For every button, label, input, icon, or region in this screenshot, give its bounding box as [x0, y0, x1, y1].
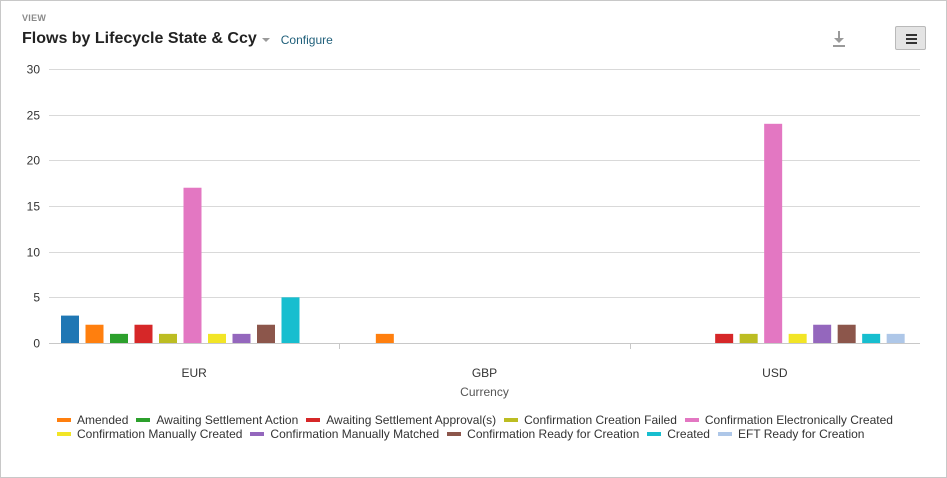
- legend-label: Awaiting Settlement Action: [156, 413, 299, 427]
- legend-item[interactable]: Confirmation Electronically Created: [684, 413, 893, 427]
- legend-label: Confirmation Manually Matched: [270, 427, 440, 441]
- legend-label: EFT Ready for Creation: [737, 427, 865, 441]
- bar-eur-9[interactable]: [281, 297, 300, 343]
- legend-label: Confirmation Electronically Created: [704, 413, 893, 427]
- bar-eur-5[interactable]: [183, 187, 202, 343]
- legend-label: Created: [667, 427, 710, 441]
- bar-eur-3[interactable]: [134, 324, 153, 343]
- menu-bar: [906, 34, 917, 36]
- legend-item[interactable]: Confirmation Creation Failed: [504, 413, 677, 427]
- x-axis-title: Currency: [460, 385, 509, 399]
- bar-eur-4[interactable]: [159, 333, 177, 343]
- menu-bar: [906, 38, 917, 40]
- legend-label: Confirmation Manually Created: [77, 427, 243, 441]
- legend-row: Confirmation Manually Created Confirmatio…: [57, 427, 917, 441]
- legend-swatch: [57, 418, 71, 422]
- legend-swatch: [684, 418, 699, 422]
- y-tick-label: 20: [27, 154, 41, 168]
- bar-eur-7[interactable]: [232, 333, 251, 343]
- y-tick-label: 10: [27, 246, 41, 260]
- caret-down-icon[interactable]: [261, 38, 270, 42]
- y-tick-label: 0: [33, 337, 40, 351]
- legend-item[interactable]: Awaiting Settlement Approval(s): [306, 413, 496, 427]
- bar-gbp-1[interactable]: [375, 333, 394, 343]
- legend-swatch: [250, 432, 265, 436]
- legend-item[interactable]: Amended: [57, 413, 128, 427]
- x-tick-label: GBP: [472, 366, 497, 380]
- legend-item[interactable]: Created: [647, 427, 710, 441]
- y-tick-label: 15: [27, 200, 41, 214]
- legend-swatch: [504, 418, 519, 422]
- legend-label: Confirmation Ready for Creation: [467, 427, 640, 441]
- bar-chart: 0 5 10 15 20 25 30 EUR GBP USD Currency: [27, 63, 920, 399]
- bar-usd-6[interactable]: [788, 333, 807, 343]
- chart-legend: Amended Awaiting Settlement Action Awaitin…: [57, 413, 917, 441]
- bar-eur-0[interactable]: [61, 315, 79, 343]
- download-icon-glyph: [833, 31, 845, 47]
- legend-swatch: [447, 432, 462, 436]
- legend-row: Amended Awaiting Settlement Action Awaitin…: [57, 413, 917, 427]
- y-tick-label: 30: [27, 63, 41, 77]
- legend-item[interactable]: Confirmation Ready for Creation: [447, 427, 639, 441]
- x-tick-label: USD: [762, 366, 788, 380]
- bar-eur-6[interactable]: [208, 333, 226, 343]
- legend-item[interactable]: Confirmation Manually Matched: [250, 427, 439, 441]
- y-tick-label: 5: [33, 291, 40, 305]
- bar-eur-8[interactable]: [257, 324, 275, 343]
- download-icon[interactable]: [829, 28, 849, 50]
- legend-swatch: [136, 418, 151, 422]
- legend-label: Awaiting Settlement Approval(s): [326, 413, 497, 427]
- bar-usd-8[interactable]: [837, 324, 856, 343]
- bar-usd-9[interactable]: [862, 333, 881, 343]
- y-axis: 0 5 10 15 20 25 30: [27, 63, 41, 351]
- gridlines: [49, 69, 920, 344]
- legend-swatch: [306, 418, 321, 422]
- legend-item[interactable]: Awaiting Settlement Action: [136, 413, 298, 427]
- bar-usd-4[interactable]: [739, 333, 758, 343]
- x-tick-label: EUR: [181, 366, 207, 380]
- legend-swatch: [57, 432, 71, 436]
- bar-eur-1[interactable]: [85, 324, 104, 343]
- view-label: VIEW: [22, 13, 47, 23]
- menu-bar: [906, 42, 917, 44]
- view-title: Flows by Lifecycle State & Ccy: [22, 30, 257, 47]
- bar-usd-10[interactable]: [886, 333, 905, 343]
- title-row: Flows by Lifecycle State & Ccy Configure: [22, 30, 333, 48]
- legend-item[interactable]: EFT Ready for Creation: [717, 427, 865, 441]
- legend-swatch: [717, 432, 732, 436]
- configure-link[interactable]: Configure: [280, 33, 333, 47]
- bar-usd-3[interactable]: [715, 333, 734, 343]
- legend-item[interactable]: Confirmation Manually Created: [57, 427, 242, 441]
- bars: [61, 123, 905, 343]
- bar-usd-5[interactable]: [764, 123, 783, 343]
- x-axis: EUR GBP USD: [181, 343, 788, 380]
- legend-label: Amended: [77, 413, 129, 427]
- bar-usd-7[interactable]: [813, 324, 832, 343]
- hamburger-menu-icon[interactable]: [895, 26, 926, 50]
- y-tick-label: 25: [27, 109, 41, 123]
- bar-eur-2[interactable]: [110, 333, 128, 343]
- legend-label: Confirmation Creation Failed: [524, 413, 677, 427]
- legend-swatch: [647, 432, 662, 436]
